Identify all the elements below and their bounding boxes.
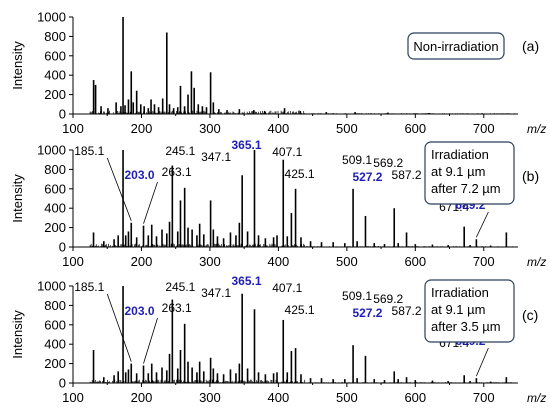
peak-label: 509.1	[342, 153, 372, 167]
peak-leader-line	[106, 157, 132, 221]
panel-label: (c)	[522, 307, 538, 323]
x-tick-label: 600	[404, 254, 426, 269]
peak-label: 425.1	[285, 167, 315, 181]
condition-text: Irradiation	[431, 285, 489, 300]
y-tick-label: 200	[44, 220, 66, 235]
y-tick-label: 0	[59, 240, 66, 255]
peak-label: 245.1	[165, 144, 195, 158]
peak-label: 245.1	[165, 280, 195, 294]
y-tick-label: 800	[44, 162, 66, 177]
x-tick-label: 700	[473, 254, 495, 269]
y-tick-label: 1000	[37, 10, 66, 25]
x-tick-label: 400	[268, 390, 290, 405]
peak-leader-line	[143, 317, 158, 364]
peak-label: 425.1	[285, 303, 315, 317]
y-tick-label: 600	[44, 181, 66, 196]
y-tick-label: 400	[44, 68, 66, 83]
x-tick-label: 100	[62, 390, 84, 405]
x-axis-label: m/z	[527, 122, 546, 136]
x-tick-label: 400	[268, 121, 290, 136]
y-tick-label: 200	[44, 356, 66, 371]
x-tick-label: 400	[268, 254, 290, 269]
noise-baseline	[89, 379, 514, 383]
y-tick-label: 0	[59, 376, 66, 391]
peak-label: 365.1	[231, 274, 261, 288]
x-tick-label: 100	[62, 254, 84, 269]
peak-label: 203.0	[124, 168, 154, 182]
condition-text: Non-irradiation	[413, 39, 498, 54]
panel-label: (a)	[522, 38, 539, 54]
condition-box	[424, 279, 515, 343]
peak-label: 587.2	[392, 304, 422, 318]
peak-label: 347.1	[201, 286, 231, 300]
condition-text: Irradiation	[431, 147, 489, 162]
peak-label: 569.2	[373, 156, 403, 170]
x-tick-label: 700	[473, 390, 495, 405]
condition-text: at 9.1 µm	[431, 302, 485, 317]
y-tick-label: 600	[44, 317, 66, 332]
x-axis-label: m/z	[527, 255, 546, 269]
y-tick-label: 0	[59, 107, 66, 122]
spectrum-panel-a: Intensity 0 200 400 600 800 1000 100 200 300 400 50…	[10, 10, 546, 137]
peak-label: 587.2	[392, 168, 422, 182]
y-tick-label: 600	[44, 48, 66, 63]
condition-text: after 3.5 µm	[431, 319, 501, 334]
peak-label: 263.1	[162, 301, 192, 315]
condition-text: at 9.1 µm	[431, 164, 485, 179]
y-tick-label: 800	[44, 298, 66, 313]
y-tick-label: 400	[44, 201, 66, 216]
y-axis-label: Intensity	[10, 174, 25, 223]
peak-label: 527.2	[352, 170, 382, 184]
x-tick-label: 200	[131, 390, 153, 405]
x-tick-label: 500	[336, 390, 358, 405]
spectrum-panel-c: Intensity 0 200 400 600 800 1000 100 200 300 400 50…	[10, 274, 546, 405]
peak-leader-line	[106, 293, 132, 362]
peak-label: 527.2	[352, 306, 382, 320]
peak-label: 185.1	[74, 144, 104, 158]
y-tick-label: 400	[44, 337, 66, 352]
peak-label: 407.1	[272, 281, 302, 295]
x-tick-label: 300	[199, 121, 221, 136]
noise-baseline	[89, 243, 515, 247]
peak-label: 509.1	[342, 289, 372, 303]
peak-label: 347.1	[201, 150, 231, 164]
x-tick-label: 500	[336, 254, 358, 269]
x-tick-label: 500	[336, 121, 358, 136]
x-tick-label: 200	[131, 254, 153, 269]
panel-label: (b)	[522, 168, 539, 184]
x-tick-label: 300	[199, 390, 221, 405]
x-tick-label: 600	[404, 121, 426, 136]
y-axis-label: Intensity	[10, 310, 25, 359]
peak-label: 569.2	[373, 292, 403, 306]
peak-leader-line	[476, 347, 489, 377]
y-axis-label: Intensity	[10, 41, 25, 90]
y-tick-label: 1000	[37, 143, 66, 158]
y-tick-label: 1000	[37, 279, 66, 294]
x-axis-label: m/z	[527, 391, 546, 405]
x-tick-label: 100	[62, 121, 84, 136]
spectrum-panel-b: Intensity 0 200 400 600 800 1000 100 200 300 400 50…	[10, 138, 546, 269]
y-tick-label: 200	[44, 87, 66, 102]
y-tick-label: 800	[44, 29, 66, 44]
peak-label: 185.1	[74, 280, 104, 294]
peak-label: 263.1	[162, 165, 192, 179]
peak-label: 365.1	[231, 138, 261, 152]
x-tick-label: 300	[199, 254, 221, 269]
condition-box	[407, 32, 505, 60]
x-tick-label: 600	[404, 390, 426, 405]
condition-box	[424, 141, 515, 205]
peak-label: 203.0	[124, 304, 154, 318]
condition-text: after 7.2 µm	[431, 181, 501, 196]
peak-label: 407.1	[272, 145, 302, 159]
peak-leader-line	[143, 181, 158, 224]
peak-leader-line	[476, 211, 489, 238]
x-tick-label: 700	[473, 121, 495, 136]
x-tick-label: 200	[131, 121, 153, 136]
